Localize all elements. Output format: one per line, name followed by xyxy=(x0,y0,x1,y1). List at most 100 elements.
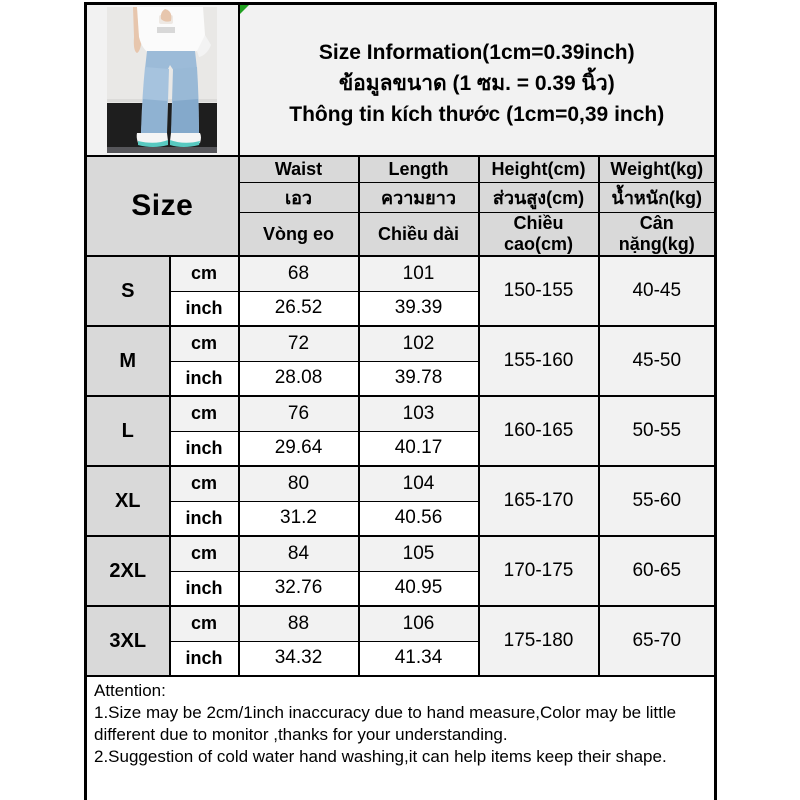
photo-tshirt-sleeve xyxy=(197,34,212,57)
attention-row: Attention: 1.Size may be 2cm/1inch inacc… xyxy=(84,675,717,800)
product-photo xyxy=(107,6,218,153)
size-row-l-inch: inch 29.64 40.17 xyxy=(86,430,716,467)
waist-cm-value: 72 xyxy=(237,325,360,362)
photo-jeans-right-fade xyxy=(171,98,200,133)
col-header-weight-vi: Cân nặng(kg) xyxy=(597,212,717,257)
unit-cm-label: cm xyxy=(168,535,240,572)
col-header-height-vi: Chiều cao(cm) xyxy=(477,212,600,257)
unit-cm-label: cm xyxy=(168,395,240,432)
photo-hand xyxy=(161,8,172,22)
title-cell: Size Information(1cm=0.39inch) ข้อมูลขนา… xyxy=(237,2,717,157)
waist-inch-value: 32.76 xyxy=(237,570,360,607)
weight-range-value: 40-45 xyxy=(597,255,717,327)
photo-floor xyxy=(107,146,218,153)
waist-inch-value: 34.32 xyxy=(237,640,360,677)
weight-range-value: 60-65 xyxy=(597,535,717,607)
attention-heading: Attention: xyxy=(94,681,166,700)
header-row: Size Information(1cm=0.39inch) ข้อมูลขนา… xyxy=(84,2,717,157)
waist-inch-value: 29.64 xyxy=(237,430,360,467)
size-label: 3XL xyxy=(84,605,171,677)
size-row-xl-inch: inch 31.2 40.56 xyxy=(86,500,716,537)
size-row-s-inch: inch 26.52 39.39 xyxy=(86,290,716,327)
col-header-waist-en: Waist xyxy=(237,154,360,183)
corner-marker-icon xyxy=(240,5,249,14)
weight-range-value: 50-55 xyxy=(597,395,717,467)
photo-jeans-left-fade xyxy=(141,98,168,133)
size-row-xl-cm: XL cm 80 104 165-170 55-60 xyxy=(84,465,717,537)
size-chart-sheet: Size Information(1cm=0.39inch) ข้อมูลขนา… xyxy=(84,2,718,800)
column-header-row-vi: Vòng eo Chiều dài Chiều cao(cm) Cân nặng… xyxy=(86,212,717,257)
photo-jeans-hip xyxy=(145,50,198,71)
length-cm-value: 105 xyxy=(357,535,480,572)
height-range-value: 165-170 xyxy=(477,465,600,537)
column-header-row-th: เอว ความยาว ส่วนสูง(cm) น้ำหนัก(kg) xyxy=(86,182,717,213)
length-inch-value: 41.34 xyxy=(357,640,480,677)
unit-inch-label: inch xyxy=(168,290,240,327)
size-row-3xl-cm: 3XL cm 88 106 175-180 65-70 xyxy=(84,605,717,677)
length-cm-value: 101 xyxy=(357,255,480,292)
title-stack: Size Information(1cm=0.39inch) ข้อมูลขนา… xyxy=(241,29,714,130)
product-photo-cell xyxy=(84,2,240,157)
height-range-value: 150-155 xyxy=(477,255,600,327)
weight-range-value: 55-60 xyxy=(597,465,717,537)
length-inch-value: 40.95 xyxy=(357,570,480,607)
unit-cm-label: cm xyxy=(168,255,240,292)
size-label: M xyxy=(84,325,171,397)
col-header-length-th: ความยาว xyxy=(357,182,480,213)
col-header-waist-vi: Vòng eo xyxy=(237,212,360,257)
size-label: L xyxy=(84,395,171,467)
length-inch-value: 40.56 xyxy=(357,500,480,537)
col-header-weight-en: Weight(kg) xyxy=(597,154,717,183)
size-row-l-cm: L cm 76 103 160-165 50-55 xyxy=(84,395,717,467)
waist-inch-value: 31.2 xyxy=(237,500,360,537)
size-row-m-inch: inch 28.08 39.78 xyxy=(86,360,716,397)
column-header-row-en: Size Waist Length Height(cm) Weight(kg) xyxy=(84,154,717,257)
unit-inch-label: inch xyxy=(168,500,240,537)
waist-cm-value: 68 xyxy=(237,255,360,292)
length-cm-value: 104 xyxy=(357,465,480,502)
col-header-length-vi: Chiều dài xyxy=(357,212,480,257)
size-label: S xyxy=(84,255,171,327)
attention-note-1: 1.Size may be 2cm/1inch inaccuracy due t… xyxy=(94,703,677,744)
waist-cm-value: 76 xyxy=(237,395,360,432)
photo-left-sneaker xyxy=(136,132,169,144)
length-inch-value: 39.78 xyxy=(357,360,480,397)
unit-cm-label: cm xyxy=(168,325,240,362)
length-inch-value: 40.17 xyxy=(357,430,480,467)
size-row-2xl-inch: inch 32.76 40.95 xyxy=(86,570,716,607)
length-inch-value: 39.39 xyxy=(357,290,480,327)
weight-range-value: 65-70 xyxy=(597,605,717,677)
size-row-2xl-cm: 2XL cm 84 105 170-175 60-65 xyxy=(84,535,717,607)
height-range-value: 160-165 xyxy=(477,395,600,467)
photo-shirt-print xyxy=(157,26,176,33)
attention-note-2: 2.Suggestion of cold water hand washing,… xyxy=(94,747,667,766)
size-label: 2XL xyxy=(84,535,171,607)
size-row-s-cm: S cm 68 101 150-155 40-45 xyxy=(84,255,717,327)
unit-inch-label: inch xyxy=(168,430,240,467)
size-table: Size Information(1cm=0.39inch) ข้อมูลขนา… xyxy=(84,2,718,800)
length-cm-value: 103 xyxy=(357,395,480,432)
height-range-value: 170-175 xyxy=(477,535,600,607)
unit-cm-label: cm xyxy=(168,465,240,502)
attention-cell: Attention: 1.Size may be 2cm/1inch inacc… xyxy=(84,675,717,800)
length-cm-value: 106 xyxy=(357,605,480,642)
waist-cm-value: 88 xyxy=(237,605,360,642)
col-header-waist-th: เอว xyxy=(237,182,360,213)
photo-right-sneaker-accent xyxy=(170,139,201,147)
col-header-height-en: Height(cm) xyxy=(477,154,600,183)
waist-inch-value: 28.08 xyxy=(237,360,360,397)
weight-range-value: 45-50 xyxy=(597,325,717,397)
waist-inch-value: 26.52 xyxy=(237,290,360,327)
title-thai: ข้อมูลขนาด (1 ซม. = 0.39 นิ้ว) xyxy=(338,72,615,96)
height-range-value: 155-160 xyxy=(477,325,600,397)
title-english: Size Information(1cm=0.39inch) xyxy=(318,41,635,65)
size-row-m-cm: M cm 72 102 155-160 45-50 xyxy=(84,325,717,397)
size-label: XL xyxy=(84,465,171,537)
waist-cm-value: 84 xyxy=(237,535,360,572)
col-header-height-th: ส่วนสูง(cm) xyxy=(477,182,600,213)
unit-inch-label: inch xyxy=(168,640,240,677)
title-vietnamese: Thông tin kích thước (1cm=0,39 inch) xyxy=(289,103,665,127)
height-range-value: 175-180 xyxy=(477,605,600,677)
col-header-weight-th: น้ำหนัก(kg) xyxy=(597,182,717,213)
